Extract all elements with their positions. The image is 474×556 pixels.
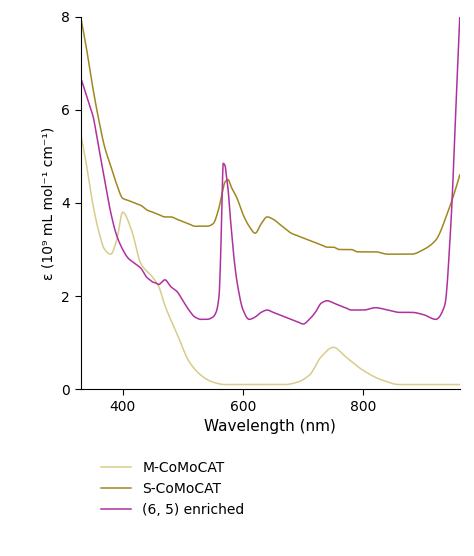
M-CoMoCAT [450,381,456,388]
S-CoMoCAT [239,210,245,216]
(6, 5) enriched [301,321,306,327]
Line: M-CoMoCAT: M-CoMoCAT [81,133,460,385]
S-CoMoCAT [409,251,414,257]
S-CoMoCAT [385,251,391,257]
(6, 5) enriched [457,13,463,20]
M-CoMoCAT [409,381,414,388]
M-CoMoCAT [457,381,463,388]
M-CoMoCAT [78,130,83,136]
S-CoMoCAT [78,13,83,20]
Line: S-CoMoCAT: S-CoMoCAT [81,17,460,254]
(6, 5) enriched [78,74,83,81]
S-CoMoCAT [450,196,456,202]
(6, 5) enriched [450,189,456,196]
S-CoMoCAT [121,196,127,202]
(6, 5) enriched [409,309,414,316]
(6, 5) enriched [239,305,245,311]
S-CoMoCAT [223,177,229,184]
M-CoMoCAT [240,381,246,388]
X-axis label: Wavelength (nm): Wavelength (nm) [204,419,336,434]
S-CoMoCAT [144,206,149,213]
Y-axis label: ε (10⁹ mL mol⁻¹ cm⁻¹): ε (10⁹ mL mol⁻¹ cm⁻¹) [42,126,56,280]
(6, 5) enriched [121,248,127,255]
M-CoMoCAT [121,210,127,216]
(6, 5) enriched [144,274,149,280]
M-CoMoCAT [222,381,228,388]
(6, 5) enriched [223,168,229,175]
S-CoMoCAT [457,172,463,178]
Legend: M-CoMoCAT, S-CoMoCAT, (6, 5) enriched: M-CoMoCAT, S-CoMoCAT, (6, 5) enriched [95,456,250,523]
M-CoMoCAT [223,381,229,388]
Line: (6, 5) enriched: (6, 5) enriched [81,17,460,324]
M-CoMoCAT [144,267,149,274]
